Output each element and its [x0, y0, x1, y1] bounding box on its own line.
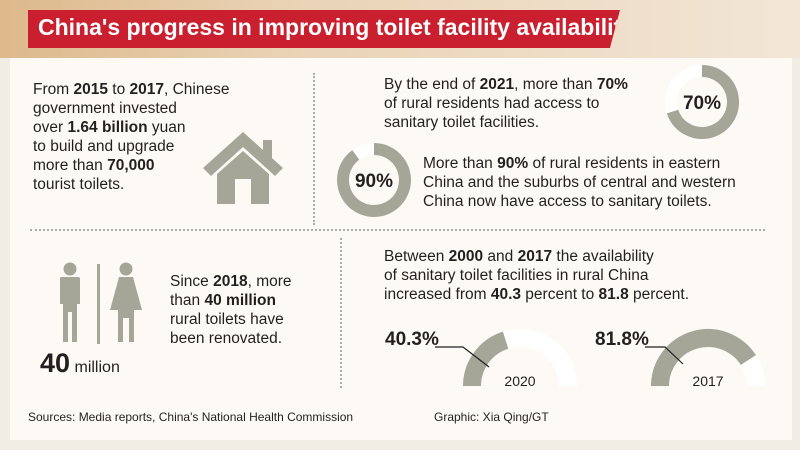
- gauge-40-label: 40.3%: [385, 329, 439, 350]
- rural-2021-text: By the end of 2021, more than 70% of rur…: [384, 76, 628, 131]
- forty-number: 40: [40, 348, 71, 378]
- divider-vertical-bottom: [340, 238, 342, 388]
- gauge-40-chart: 40.3% 2020: [385, 329, 577, 389]
- divider-vertical-top: [313, 73, 315, 225]
- gauge-40-year: 2020: [504, 373, 535, 389]
- gauge-81-arc: [651, 329, 756, 387]
- eastern-china-text: More than 90% of rural residents in east…: [423, 155, 736, 210]
- donut-90-chart: 90%: [337, 143, 411, 217]
- header-banner: China's progress in improving toilet fac…: [0, 0, 800, 58]
- renovation-text: Since 2018, more than 40 million rural t…: [170, 273, 292, 347]
- donut-70-chart: 70%: [665, 65, 739, 139]
- gauge-81-label: 81.8%: [595, 329, 649, 350]
- donut-70-arc: [666, 65, 739, 139]
- divider-horizontal: [30, 229, 765, 231]
- gauge-40-arc: [463, 331, 509, 387]
- title-box: China's progress in improving toilet fac…: [28, 10, 620, 48]
- graphic-credit: Graphic: Xia Qing/GT: [434, 410, 549, 424]
- gauge-81-year: 2017: [692, 373, 723, 389]
- gauge-81-leader: [645, 346, 684, 365]
- gauge-81-chart: 81.8% 2017: [595, 329, 765, 389]
- investment-text: From 2015 to 2017, Chinese government in…: [33, 81, 230, 193]
- donut-70-label: 70%: [683, 93, 721, 114]
- sources-footer: Sources: Media reports, China's National…: [28, 410, 354, 424]
- forty-million-label: 40 million: [40, 348, 120, 378]
- house-icon: [203, 132, 283, 204]
- availability-text: Between 2000 and 2017 the availability o…: [384, 248, 690, 303]
- page-title: China's progress in improving toilet fac…: [38, 14, 634, 40]
- donut-90-arc: [337, 143, 411, 217]
- donut-90-label: 90%: [355, 171, 393, 192]
- restroom-icon: [60, 262, 142, 344]
- gauge-40-leader: [435, 346, 490, 368]
